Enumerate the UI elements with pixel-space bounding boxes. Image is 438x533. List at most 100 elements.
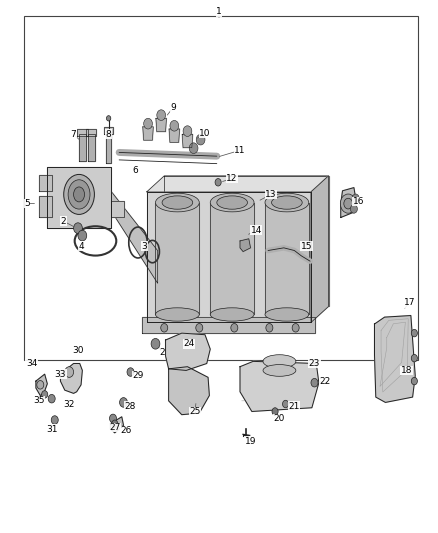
Text: 30: 30 bbox=[72, 346, 84, 355]
Text: 29: 29 bbox=[132, 372, 144, 380]
Ellipse shape bbox=[263, 365, 296, 376]
Polygon shape bbox=[110, 417, 124, 433]
Text: 28: 28 bbox=[125, 402, 136, 410]
Text: 31: 31 bbox=[46, 425, 57, 433]
Circle shape bbox=[196, 134, 205, 145]
Text: 23: 23 bbox=[309, 359, 320, 368]
Text: 18: 18 bbox=[401, 366, 412, 375]
Circle shape bbox=[344, 198, 353, 209]
Text: 8: 8 bbox=[106, 130, 112, 139]
Text: 32: 32 bbox=[64, 400, 75, 408]
Polygon shape bbox=[147, 176, 328, 192]
Ellipse shape bbox=[64, 174, 94, 214]
Polygon shape bbox=[77, 129, 88, 136]
Polygon shape bbox=[240, 239, 251, 252]
Text: 20: 20 bbox=[274, 414, 285, 423]
Circle shape bbox=[151, 338, 160, 349]
Circle shape bbox=[311, 378, 318, 387]
Ellipse shape bbox=[265, 193, 309, 212]
Polygon shape bbox=[39, 175, 52, 191]
Circle shape bbox=[65, 367, 74, 377]
Polygon shape bbox=[106, 132, 111, 163]
Polygon shape bbox=[164, 176, 328, 306]
Polygon shape bbox=[104, 127, 113, 134]
Ellipse shape bbox=[68, 180, 90, 209]
Circle shape bbox=[411, 329, 417, 337]
Text: 2: 2 bbox=[61, 217, 66, 225]
Polygon shape bbox=[166, 333, 210, 370]
Circle shape bbox=[292, 324, 299, 332]
Circle shape bbox=[170, 120, 179, 131]
Circle shape bbox=[42, 391, 48, 398]
Text: 26: 26 bbox=[120, 426, 132, 435]
Text: 4: 4 bbox=[78, 242, 84, 251]
Text: 24: 24 bbox=[184, 340, 195, 348]
Text: 2: 2 bbox=[159, 349, 165, 357]
Polygon shape bbox=[240, 361, 319, 411]
Circle shape bbox=[37, 381, 44, 389]
Text: 21: 21 bbox=[289, 402, 300, 410]
Circle shape bbox=[48, 394, 55, 403]
Ellipse shape bbox=[272, 196, 302, 209]
Ellipse shape bbox=[210, 193, 254, 212]
Circle shape bbox=[340, 194, 356, 213]
Text: 25: 25 bbox=[189, 407, 201, 416]
Polygon shape bbox=[143, 127, 153, 140]
Ellipse shape bbox=[155, 193, 199, 212]
Text: 16: 16 bbox=[353, 197, 364, 206]
Ellipse shape bbox=[265, 308, 309, 321]
Circle shape bbox=[157, 110, 166, 120]
Text: 19: 19 bbox=[245, 437, 256, 446]
Polygon shape bbox=[79, 134, 86, 161]
Ellipse shape bbox=[210, 308, 254, 321]
Circle shape bbox=[51, 416, 58, 424]
Circle shape bbox=[350, 205, 357, 213]
Text: 35: 35 bbox=[33, 397, 44, 405]
Text: 10: 10 bbox=[199, 129, 211, 138]
Polygon shape bbox=[60, 364, 82, 393]
Circle shape bbox=[189, 143, 198, 154]
Polygon shape bbox=[111, 201, 124, 217]
Circle shape bbox=[112, 420, 118, 427]
Circle shape bbox=[144, 118, 152, 129]
Circle shape bbox=[78, 230, 87, 241]
Text: 34: 34 bbox=[26, 359, 37, 368]
Circle shape bbox=[411, 354, 417, 362]
Circle shape bbox=[120, 398, 127, 407]
Text: 27: 27 bbox=[109, 423, 120, 432]
Polygon shape bbox=[341, 188, 356, 217]
Ellipse shape bbox=[217, 196, 247, 209]
Circle shape bbox=[266, 324, 273, 332]
Text: 15: 15 bbox=[301, 242, 312, 251]
Text: 22: 22 bbox=[319, 377, 331, 385]
Text: 33: 33 bbox=[55, 370, 66, 378]
Circle shape bbox=[411, 377, 417, 385]
Ellipse shape bbox=[162, 196, 193, 209]
Polygon shape bbox=[169, 129, 180, 142]
Ellipse shape bbox=[263, 355, 296, 368]
Polygon shape bbox=[47, 167, 111, 228]
Polygon shape bbox=[265, 203, 309, 314]
Polygon shape bbox=[142, 317, 315, 333]
Polygon shape bbox=[169, 367, 209, 415]
Polygon shape bbox=[210, 203, 254, 314]
Text: 6: 6 bbox=[132, 166, 138, 175]
Circle shape bbox=[272, 408, 278, 415]
Text: 11: 11 bbox=[234, 146, 246, 155]
Circle shape bbox=[352, 194, 359, 203]
Text: 7: 7 bbox=[71, 130, 77, 139]
Text: 9: 9 bbox=[170, 103, 176, 112]
Circle shape bbox=[196, 324, 203, 332]
Polygon shape bbox=[374, 316, 415, 402]
Circle shape bbox=[283, 400, 289, 408]
Polygon shape bbox=[147, 192, 311, 322]
Text: 3: 3 bbox=[141, 242, 148, 251]
Polygon shape bbox=[156, 118, 166, 132]
Text: 14: 14 bbox=[251, 226, 262, 235]
Circle shape bbox=[161, 324, 168, 332]
Polygon shape bbox=[109, 188, 158, 284]
Ellipse shape bbox=[74, 187, 85, 202]
Circle shape bbox=[215, 179, 221, 186]
Text: 5: 5 bbox=[24, 199, 30, 208]
Text: 1: 1 bbox=[216, 7, 222, 16]
